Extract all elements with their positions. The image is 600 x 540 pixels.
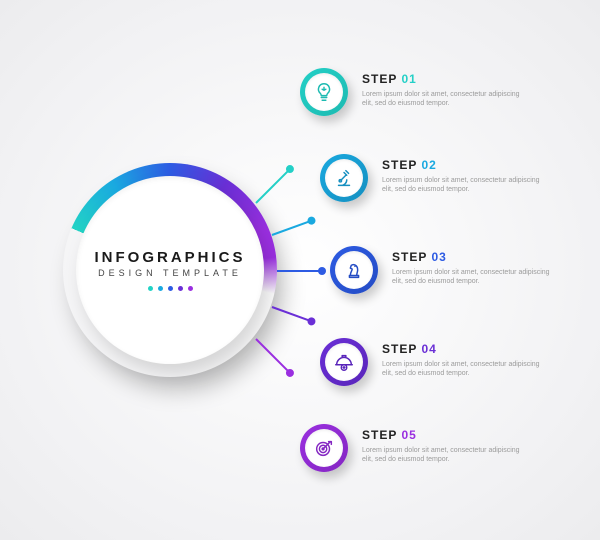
hub-inner-disc: INFOGRAPHICS DESIGN TEMPLATE [76,176,264,364]
step-icon-04 [320,338,368,386]
step-text-03: STEP 03 Lorem ipsum dolor sit amet, conse… [392,250,562,287]
step-text-04: STEP 04 Lorem ipsum dolor sit amet, conse… [382,342,552,379]
target-icon [305,429,343,467]
step-icon-03 [330,246,378,294]
knight-icon [335,251,373,289]
step-body: Lorem ipsum dolor sit amet, consectetur … [362,90,532,109]
step-text-05: STEP 05 Lorem ipsum dolor sit amet, conse… [362,428,532,465]
hub-dot [148,286,153,291]
step-body: Lorem ipsum dolor sit amet, consectetur … [392,268,562,287]
step-text-02: STEP 02 Lorem ipsum dolor sit amet, conse… [382,158,552,195]
connector-spoke-04 [272,306,312,322]
step-body: Lorem ipsum dolor sit amet, consectetur … [362,446,532,465]
connector-spoke-05 [255,338,290,373]
hub-dot [158,286,163,291]
hub-dot [168,286,173,291]
step-icon-02 [320,154,368,202]
infographic-stage: INFOGRAPHICS DESIGN TEMPLATE STEP 01 Lore… [0,0,600,540]
hub-dot-row [148,286,193,291]
step-body: Lorem ipsum dolor sit amet, consectetur … [382,360,552,379]
connector-spoke-03 [277,270,322,272]
hub-title-main: INFOGRAPHICS [94,249,245,266]
step-body: Lorem ipsum dolor sit amet, consectetur … [382,176,552,195]
step-icon-05 [300,424,348,472]
connector-spoke-01 [255,168,290,203]
central-hub: INFOGRAPHICS DESIGN TEMPLATE [63,163,277,377]
microscope-icon [325,159,363,197]
step-label: STEP 02 [382,158,552,172]
connector-spoke-02 [272,220,312,236]
hub-dot [188,286,193,291]
step-label: STEP 05 [362,428,532,442]
step-label: STEP 01 [362,72,532,86]
hub-dot [178,286,183,291]
step-text-01: STEP 01 Lorem ipsum dolor sit amet, conse… [362,72,532,109]
helmet-icon [325,343,363,381]
step-label: STEP 04 [382,342,552,356]
lightbulb-icon [305,73,343,111]
hub-title-sub: DESIGN TEMPLATE [98,268,242,278]
step-label: STEP 03 [392,250,562,264]
step-icon-01 [300,68,348,116]
